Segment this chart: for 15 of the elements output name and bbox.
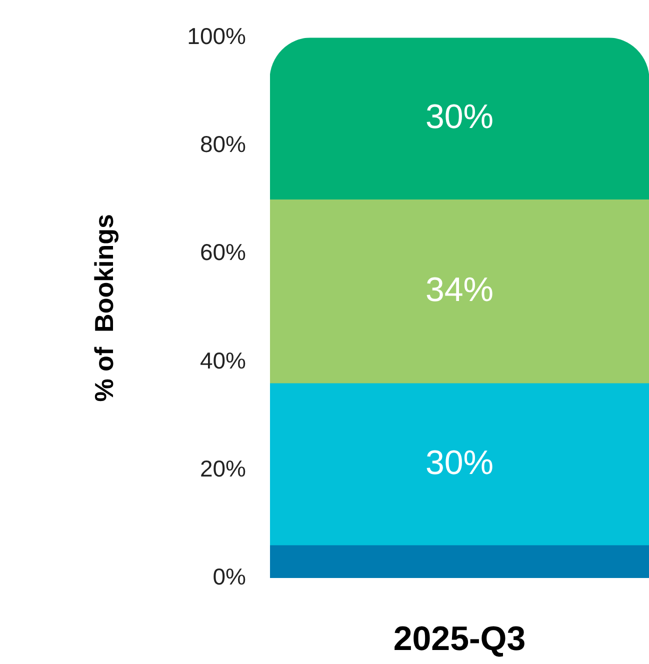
y-tick-label: 20% [200, 455, 246, 482]
bar [270, 383, 649, 546]
y-axis-title: % of Bookings [88, 214, 119, 402]
y-tick-label: 100% [187, 23, 246, 50]
data-label: 30% [425, 98, 494, 136]
x-tick-label: 2025-Q3 [393, 620, 526, 658]
data-label: 34% [425, 271, 494, 310]
bar [270, 200, 649, 384]
bar [270, 38, 649, 200]
y-tick-label: 60% [200, 239, 246, 266]
data-label: 30% [425, 444, 494, 482]
y-tick-label: 40% [200, 347, 246, 374]
y-tick-label: 0% [212, 563, 246, 590]
bar [270, 545, 649, 578]
y-tick-label: 80% [200, 131, 246, 158]
